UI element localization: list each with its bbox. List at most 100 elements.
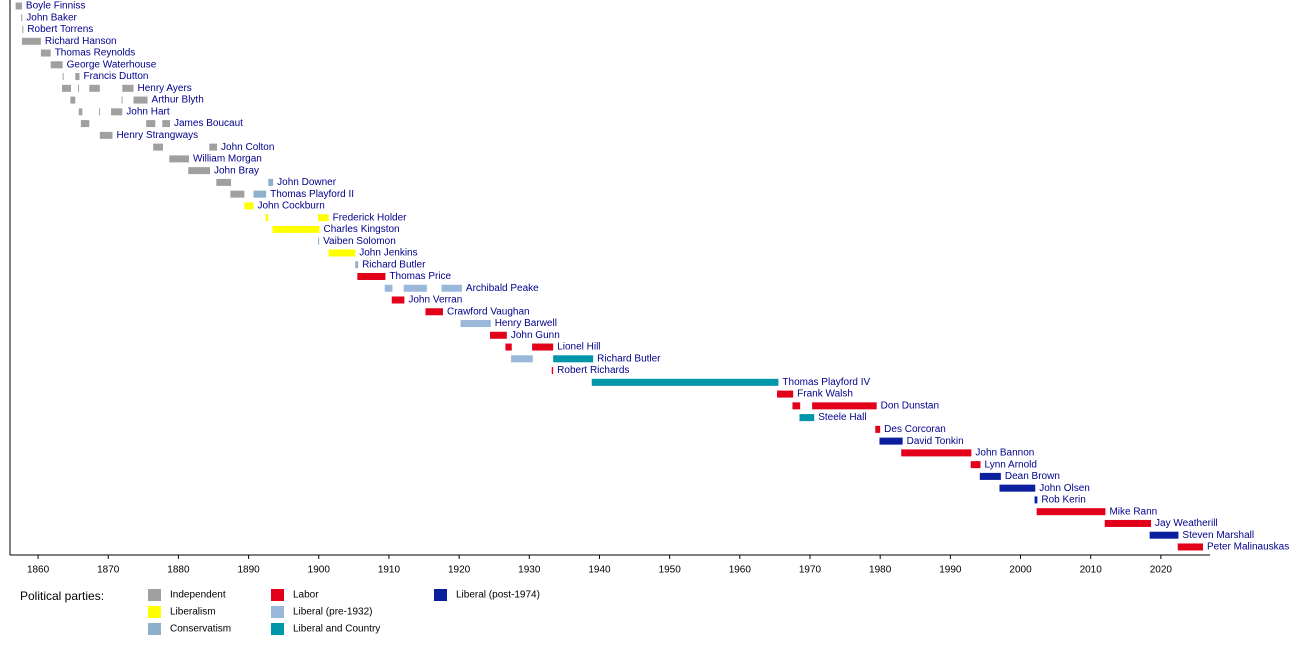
term-bar [1149, 531, 1179, 539]
term-bar [799, 414, 815, 422]
premier-name: Richard Butler [597, 353, 661, 364]
term-bar [21, 14, 23, 22]
legend-swatch [434, 589, 447, 601]
term-bar [532, 343, 554, 351]
term-bar [812, 402, 877, 410]
x-tick-label: 1860 [27, 565, 50, 576]
x-tick-label: 2010 [1080, 565, 1103, 576]
term-bar [268, 178, 274, 186]
x-tick-label: 1890 [237, 565, 260, 576]
x-tick-label: 1870 [97, 565, 120, 576]
premier-name: Frederick Holder [333, 212, 408, 223]
term-bar [99, 108, 101, 116]
x-tick-label: 1940 [588, 565, 611, 576]
term-bar [75, 73, 80, 81]
term-bar [122, 84, 134, 92]
term-bar [169, 155, 189, 163]
premier-name: Peter Malinauskas [1207, 542, 1289, 553]
legend-swatch [148, 623, 161, 635]
term-bar [551, 367, 554, 375]
term-bar [146, 120, 156, 128]
term-bar [553, 355, 594, 363]
term-bar [384, 284, 393, 292]
premier-name: Henry Strangways [116, 130, 198, 141]
x-tick-label: 1880 [167, 565, 190, 576]
premier-name: Lionel Hill [557, 342, 600, 353]
term-bar [61, 84, 72, 92]
term-bar [21, 37, 41, 45]
term-bar [318, 237, 320, 245]
legend-label: Liberalism [170, 607, 216, 618]
term-bar [1036, 508, 1106, 516]
legend-label: Labor [293, 590, 319, 601]
x-tick-label: 1970 [799, 565, 822, 576]
x-tick-label: 1930 [518, 565, 541, 576]
term-bar [78, 108, 83, 116]
term-bar [999, 484, 1036, 492]
legend-swatch [271, 623, 284, 635]
premier-name: John Cockburn [258, 201, 325, 212]
term-bar [162, 120, 170, 128]
term-bar [901, 449, 972, 457]
term-bar [328, 249, 356, 257]
x-tick-label: 1910 [378, 565, 401, 576]
term-bar [879, 437, 903, 445]
term-bar [425, 308, 443, 316]
legend-label: Liberal (pre-1932) [293, 607, 373, 618]
term-bar [209, 143, 218, 151]
x-tick-label: 1980 [869, 565, 892, 576]
premier-name: Frank Walsh [797, 389, 853, 400]
premier-name: Jay Weatherill [1155, 518, 1218, 529]
premier-name: Rob Kerin [1041, 495, 1085, 506]
premier-name: Richard Hanson [45, 36, 117, 47]
premier-name: Thomas Reynolds [55, 48, 136, 59]
term-bar [355, 261, 359, 269]
premier-name: Thomas Playford IV [782, 377, 870, 388]
term-bar [357, 272, 386, 280]
term-bar [230, 190, 245, 198]
term-bar [15, 2, 22, 10]
term-bar [970, 461, 981, 469]
premier-name: John Olsen [1039, 483, 1090, 494]
term-bar [1177, 543, 1203, 551]
term-bar [272, 225, 320, 233]
term-bar [80, 120, 90, 128]
term-bar [979, 472, 1001, 480]
premier-name: Dean Brown [1005, 471, 1060, 482]
term-bar [265, 214, 269, 222]
term-bar [62, 73, 64, 81]
term-bar [1034, 496, 1038, 504]
term-bar [50, 61, 63, 69]
premier-name: John Hart [126, 106, 170, 117]
x-tick-label: 1900 [308, 565, 331, 576]
premier-name: Henry Ayers [138, 83, 192, 94]
term-bar [70, 96, 76, 104]
premier-name: John Colton [221, 142, 274, 153]
term-bar [121, 96, 123, 104]
premier-name: Des Corcoran [884, 424, 946, 435]
premier-name: John Downer [277, 177, 337, 188]
premier-name: Crawford Vaughan [447, 306, 530, 317]
x-tick-label: 1950 [659, 565, 682, 576]
premier-name: Thomas Playford II [270, 189, 354, 200]
term-bar [78, 84, 80, 92]
premier-name: Don Dunstan [881, 400, 939, 411]
premier-name: Boyle Finniss [26, 1, 85, 12]
premier-name: Robert Richards [557, 365, 629, 376]
term-bar [591, 378, 779, 386]
x-tick-label: 2020 [1150, 565, 1173, 576]
premier-name: Arthur Blyth [152, 95, 204, 106]
premier-name: Thomas Price [389, 271, 451, 282]
premier-name: John Gunn [511, 330, 560, 341]
term-bar [792, 402, 801, 410]
premier-name: Francis Dutton [83, 71, 148, 82]
term-bar [133, 96, 148, 104]
term-bar [153, 143, 163, 151]
legend-swatch [271, 589, 284, 601]
term-bar [441, 284, 462, 292]
term-bar [391, 296, 405, 304]
term-bar [188, 167, 210, 175]
legend-label: Conservatism [170, 624, 231, 635]
